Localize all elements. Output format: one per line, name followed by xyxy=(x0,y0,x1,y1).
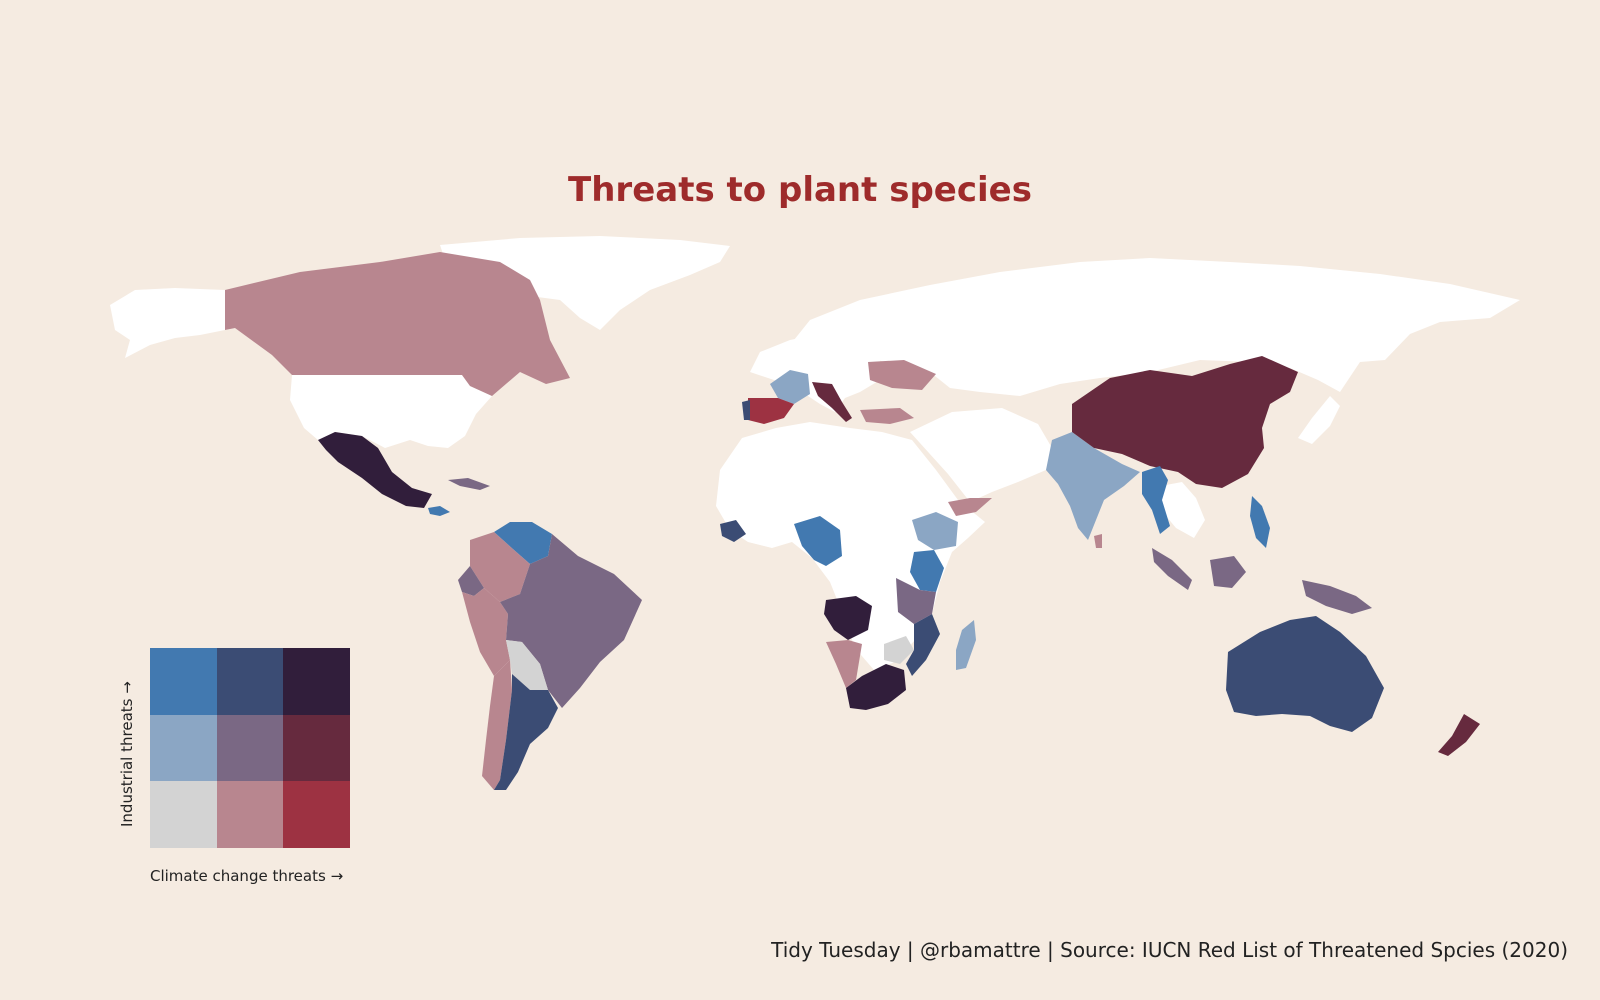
region-middle-east xyxy=(910,408,1052,502)
legend-y-axis-label: Industrial threats → xyxy=(118,681,136,827)
region-bolivia xyxy=(506,640,548,690)
region-new-guinea xyxy=(1302,580,1372,614)
region-italy xyxy=(812,382,852,422)
region-canada xyxy=(225,252,570,396)
region-philippines xyxy=(1250,496,1270,548)
region-namibia xyxy=(826,640,862,688)
region-ethiopia xyxy=(912,512,958,550)
legend-cell xyxy=(283,648,350,715)
legend-cell xyxy=(283,781,350,848)
region-venezuela xyxy=(494,522,552,564)
region-sri-lanka xyxy=(1094,534,1102,548)
region-turkey xyxy=(860,408,914,424)
region-ecuador xyxy=(458,566,484,596)
legend-cell xyxy=(150,781,217,848)
region-new-zealand xyxy=(1438,714,1480,756)
region-dr-congo xyxy=(794,516,842,566)
legend-x-axis-label: Climate change threats → xyxy=(150,867,344,885)
region-chile xyxy=(482,660,512,790)
region-south-africa xyxy=(846,664,906,710)
legend-cell xyxy=(150,714,217,782)
region-madagascar xyxy=(956,620,976,670)
region-sumatra xyxy=(1152,548,1192,590)
region-united-states xyxy=(290,375,492,448)
region-honduras xyxy=(428,506,450,516)
region-borneo xyxy=(1210,556,1246,588)
bivariate-legend xyxy=(150,648,350,848)
region-zimbabwe xyxy=(884,636,914,664)
map-title: Threats to plant species xyxy=(568,170,1032,210)
region-russia xyxy=(790,258,1520,396)
region-brazil xyxy=(500,534,642,708)
legend-cell xyxy=(216,714,284,782)
region-mexico xyxy=(318,432,432,508)
region-china xyxy=(1072,356,1298,488)
region-mozambique xyxy=(906,614,940,676)
legend-cell xyxy=(283,714,350,782)
region-australia xyxy=(1226,616,1384,732)
source-caption: Tidy Tuesday | @rbamattre | Source: IUCN… xyxy=(771,938,1568,962)
region-cuba xyxy=(448,478,490,490)
region-myanmar xyxy=(1142,466,1170,534)
region-portugal xyxy=(742,400,750,420)
region-spain xyxy=(748,398,794,424)
region-colombia xyxy=(470,532,530,602)
region-argentina xyxy=(494,674,558,790)
region-europe xyxy=(750,334,880,412)
region-yemen xyxy=(948,498,992,516)
region-mainland-se-asia xyxy=(1150,482,1205,538)
region-ukraine xyxy=(868,360,936,390)
region-guinea xyxy=(720,520,746,542)
region-india xyxy=(1046,432,1140,540)
region-angola xyxy=(824,596,872,640)
region-kenya xyxy=(910,550,944,592)
region-france xyxy=(770,370,810,404)
region-alaska xyxy=(110,288,225,358)
legend-cell xyxy=(216,781,284,848)
region-tanzania xyxy=(896,578,936,624)
region-japan xyxy=(1298,396,1340,444)
region-greenland xyxy=(440,236,730,330)
region-peru xyxy=(462,588,510,676)
legend-cell xyxy=(150,648,217,715)
legend-cell xyxy=(216,648,284,715)
